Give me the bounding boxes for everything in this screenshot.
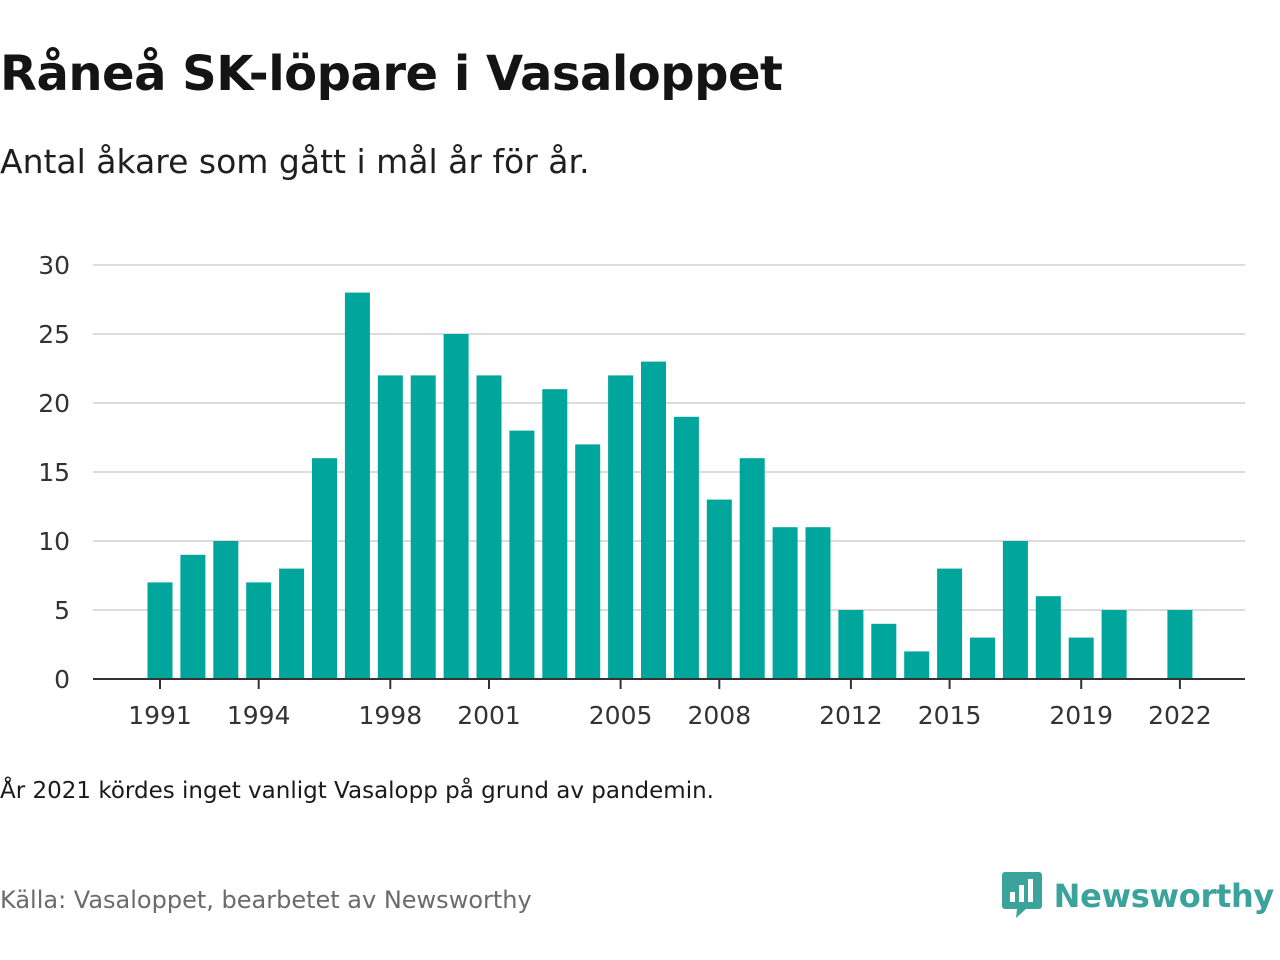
x-axis-labels: 1991 1994 1998 2001 2005 2008 2012 2015 2019 2022 bbox=[128, 701, 1212, 730]
bar-2011 bbox=[805, 527, 831, 679]
bar-2005 bbox=[608, 375, 634, 679]
bar-1992 bbox=[180, 554, 206, 679]
x-tick-label: 1998 bbox=[358, 701, 422, 730]
bar-2013 bbox=[871, 623, 897, 679]
y-tick-label: 10 bbox=[38, 527, 70, 556]
bar-2012 bbox=[838, 610, 864, 679]
bar-1998 bbox=[377, 375, 403, 679]
x-tick-label: 2005 bbox=[589, 701, 653, 730]
bar-1997 bbox=[344, 292, 370, 679]
x-tick-label: 2001 bbox=[457, 701, 521, 730]
bar-2004 bbox=[575, 444, 601, 679]
bar-2009 bbox=[739, 458, 765, 679]
grid-lines bbox=[93, 264, 1245, 611]
bar-1995 bbox=[279, 568, 305, 679]
x-axis-ticks bbox=[159, 679, 1181, 689]
y-tick-label: 5 bbox=[54, 596, 70, 625]
chart-note: År 2021 kördes inget vanligt Vasalopp på… bbox=[0, 778, 714, 804]
bar-2000 bbox=[443, 334, 469, 679]
bar-2002 bbox=[509, 430, 535, 679]
y-tick-label: 15 bbox=[38, 458, 70, 487]
x-tick-label: 2022 bbox=[1148, 701, 1212, 730]
x-tick-label: 2015 bbox=[918, 701, 982, 730]
bar-1991 bbox=[147, 582, 173, 679]
bar-2003 bbox=[542, 389, 568, 679]
bar-chart: 0 5 10 15 20 25 30 1991 1994 1998 2001 2005 2008 201… bbox=[38, 251, 1245, 730]
chart-title: Råneå SK-löpare i Vasaloppet bbox=[0, 46, 783, 102]
bar-1993 bbox=[213, 541, 239, 679]
bar-2018 bbox=[1035, 596, 1061, 679]
newsworthy-brand: Newsworthy bbox=[1001, 870, 1275, 922]
x-tick-label: 1991 bbox=[128, 701, 192, 730]
bar-2008 bbox=[706, 499, 732, 679]
bar-2019 bbox=[1068, 637, 1094, 679]
y-tick-label: 25 bbox=[38, 320, 70, 349]
bar-2022 bbox=[1167, 610, 1193, 679]
y-tick-label: 0 bbox=[54, 665, 70, 694]
bar-2001 bbox=[476, 375, 502, 679]
x-tick-label: 2008 bbox=[687, 701, 751, 730]
y-tick-label: 30 bbox=[38, 251, 70, 280]
x-tick-label: 2019 bbox=[1049, 701, 1113, 730]
bar-2007 bbox=[673, 416, 699, 679]
bar-2006 bbox=[641, 361, 666, 679]
bar-2015 bbox=[937, 568, 963, 679]
x-tick-label: 1994 bbox=[227, 701, 291, 730]
bar-1999 bbox=[410, 375, 436, 679]
bars bbox=[147, 292, 1193, 679]
bar-1996 bbox=[312, 458, 337, 679]
bar-2010 bbox=[772, 527, 798, 679]
bar-2020 bbox=[1101, 610, 1127, 679]
bar-2017 bbox=[1002, 541, 1028, 679]
y-axis-labels: 0 5 10 15 20 25 30 bbox=[38, 251, 70, 694]
source-text: Källa: Vasaloppet, bearbetet av Newswort… bbox=[0, 886, 532, 914]
bar-1994 bbox=[246, 582, 272, 679]
x-tick-label: 2012 bbox=[819, 701, 883, 730]
bar-2014 bbox=[904, 651, 930, 679]
bar-2016 bbox=[970, 637, 995, 679]
chart-subtitle: Antal åkare som gått i mål år för år. bbox=[0, 142, 590, 181]
y-tick-label: 20 bbox=[38, 389, 70, 418]
newsworthy-logo-icon bbox=[1001, 870, 1042, 922]
brand-name: Newsworthy bbox=[1053, 877, 1275, 915]
